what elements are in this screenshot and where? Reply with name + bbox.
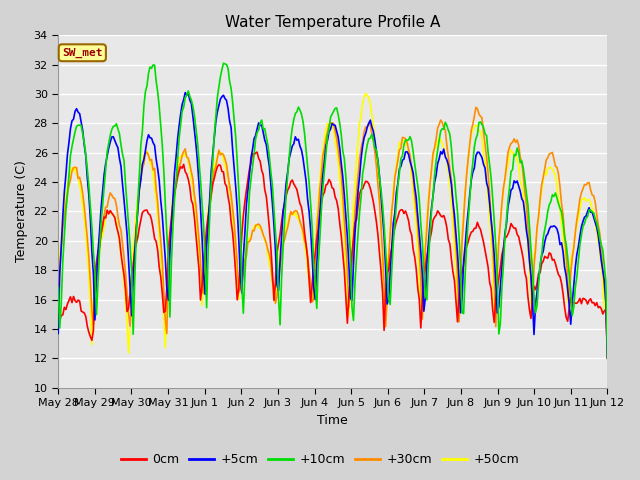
+30cm — [218, 151, 226, 156]
0cm — [218, 168, 226, 174]
+30cm — [122, 270, 129, 276]
+5cm — [575, 244, 582, 250]
+5cm — [604, 355, 611, 361]
+30cm — [472, 105, 480, 110]
+50cm — [575, 215, 582, 221]
+50cm — [362, 91, 369, 96]
X-axis label: Time: Time — [317, 414, 348, 427]
+50cm — [294, 214, 302, 219]
+30cm — [294, 212, 302, 217]
+10cm — [218, 67, 226, 72]
+50cm — [604, 355, 611, 361]
Title: Water Temperature Profile A: Water Temperature Profile A — [225, 15, 440, 30]
+5cm — [220, 92, 227, 98]
+50cm — [246, 236, 253, 241]
0cm — [122, 288, 129, 293]
Y-axis label: Temperature (C): Temperature (C) — [15, 160, 28, 263]
+5cm — [238, 290, 246, 296]
0cm — [54, 323, 62, 329]
0cm — [236, 260, 244, 266]
Line: +30cm: +30cm — [58, 108, 607, 358]
+30cm — [246, 239, 253, 244]
Legend: 0cm, +5cm, +10cm, +30cm, +50cm: 0cm, +5cm, +10cm, +30cm, +50cm — [116, 448, 524, 471]
+5cm — [54, 331, 62, 336]
+30cm — [575, 207, 582, 213]
Line: 0cm: 0cm — [58, 152, 607, 358]
+10cm — [122, 181, 129, 187]
0cm — [575, 299, 582, 304]
+50cm — [54, 277, 62, 283]
Line: +5cm: +5cm — [58, 93, 607, 358]
+10cm — [238, 283, 246, 288]
+10cm — [220, 60, 227, 66]
+10cm — [296, 107, 304, 113]
+5cm — [296, 144, 304, 149]
+50cm — [218, 150, 226, 156]
+10cm — [575, 257, 582, 263]
+50cm — [236, 268, 244, 274]
+10cm — [247, 176, 255, 182]
+10cm — [604, 355, 611, 361]
+5cm — [181, 90, 189, 96]
Line: +50cm: +50cm — [58, 94, 607, 358]
0cm — [246, 167, 253, 172]
+30cm — [236, 286, 244, 291]
0cm — [604, 355, 611, 361]
Text: SW_met: SW_met — [62, 48, 102, 58]
+30cm — [604, 355, 611, 361]
+5cm — [247, 155, 255, 160]
+50cm — [122, 299, 129, 304]
+10cm — [54, 284, 62, 290]
0cm — [296, 201, 304, 206]
+30cm — [54, 291, 62, 297]
+5cm — [122, 215, 129, 220]
0cm — [253, 149, 261, 155]
Line: +10cm: +10cm — [58, 63, 607, 358]
